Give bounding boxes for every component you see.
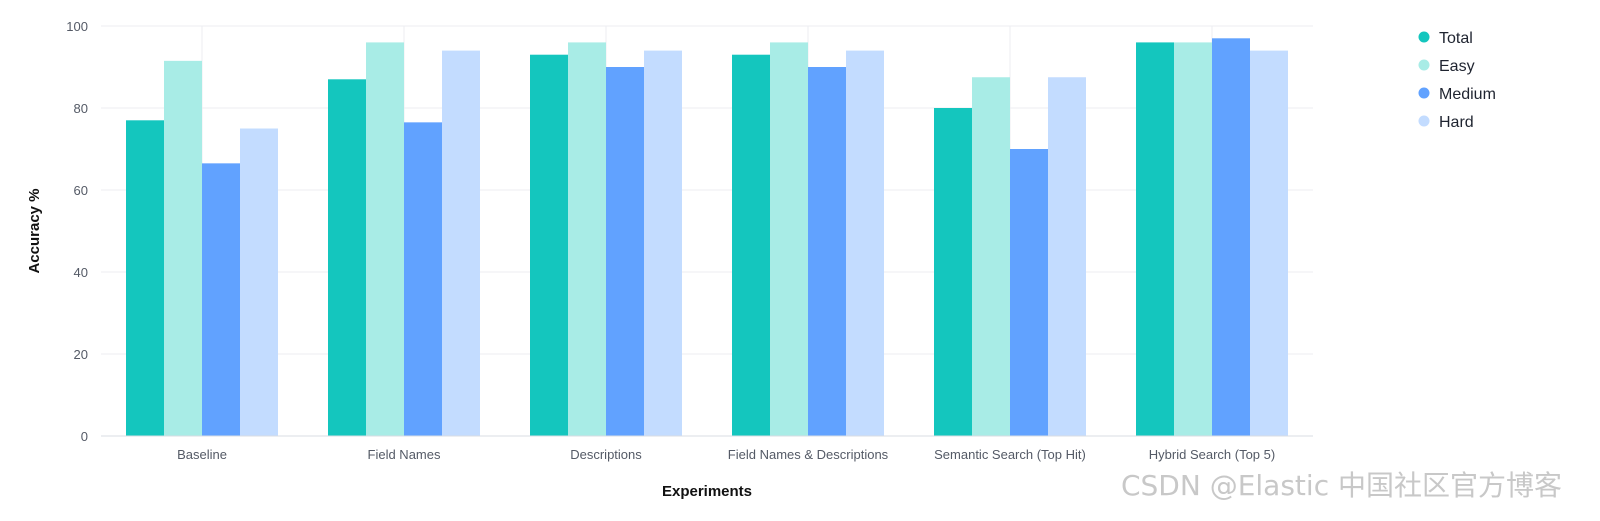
legend-item-medium[interactable]: Medium xyxy=(1418,86,1496,103)
bar-easy-1 xyxy=(164,60,202,436)
y-tick-label: 20 xyxy=(74,347,88,362)
x-tick-label: Hybrid Search (Top 5) xyxy=(1149,447,1275,462)
bar-hard-6 xyxy=(1250,50,1288,436)
bar-total-1 xyxy=(126,120,164,437)
legend-label: Medium xyxy=(1439,86,1496,103)
x-axis-ticks: Baseline Field Names Descriptions Field Nam… xyxy=(177,447,1275,462)
bar-total-3 xyxy=(530,54,568,436)
watermark: CSDN @Elastic 中国社区官方博客 xyxy=(1121,469,1562,502)
bar-hard-4 xyxy=(846,50,884,436)
x-axis-title: Experiments xyxy=(662,483,752,500)
legend-item-hard[interactable]: Hard xyxy=(1418,114,1474,131)
bar-hard-5 xyxy=(1048,77,1086,436)
bar-easy-2 xyxy=(366,42,404,437)
y-tick-label: 0 xyxy=(81,429,88,444)
bar-easy-4 xyxy=(770,42,808,437)
legend-label: Easy xyxy=(1439,58,1475,75)
bar-medium-1 xyxy=(202,163,240,436)
y-tick-label: 100 xyxy=(66,19,88,34)
y-tick-label: 60 xyxy=(74,183,88,198)
y-tick-label: 80 xyxy=(74,101,88,116)
y-axis-title: Accuracy % xyxy=(26,188,43,273)
bar-easy-5 xyxy=(972,77,1010,436)
legend-label: Hard xyxy=(1439,114,1474,131)
bar-hard-1 xyxy=(240,128,278,436)
bar-medium-5 xyxy=(1010,149,1048,436)
bars xyxy=(126,38,1288,437)
bar-medium-6 xyxy=(1212,38,1250,437)
legend-item-easy[interactable]: Easy xyxy=(1418,58,1475,75)
legend-swatch xyxy=(1418,87,1430,99)
legend-swatch xyxy=(1418,59,1430,71)
bar-easy-6 xyxy=(1174,42,1212,437)
bar-medium-2 xyxy=(404,122,442,436)
bar-total-4 xyxy=(732,54,770,436)
grid-lines xyxy=(101,25,1313,436)
x-tick-label: Field Names & Descriptions xyxy=(728,447,889,462)
x-tick-label: Descriptions xyxy=(570,447,642,462)
bar-medium-3 xyxy=(606,67,644,436)
bar-easy-3 xyxy=(568,42,606,437)
x-tick-label: Field Names xyxy=(368,447,441,462)
bar-total-6 xyxy=(1136,42,1174,437)
bar-hard-2 xyxy=(442,50,480,436)
bar-total-2 xyxy=(328,79,366,437)
legend-item-total[interactable]: Total xyxy=(1418,30,1473,47)
bar-medium-4 xyxy=(808,67,846,436)
legend: Total Easy Medium Hard xyxy=(1418,30,1496,131)
x-tick-label: Semantic Search (Top Hit) xyxy=(934,447,1086,462)
y-tick-label: 40 xyxy=(74,265,88,280)
x-tick-label: Baseline xyxy=(177,447,227,462)
legend-label: Total xyxy=(1439,30,1473,47)
y-axis-ticks: 0 20 40 60 80 100 xyxy=(66,19,88,444)
legend-swatch xyxy=(1418,115,1430,127)
bar-hard-3 xyxy=(644,50,682,436)
bar-total-5 xyxy=(934,108,972,436)
legend-swatch xyxy=(1418,31,1430,43)
